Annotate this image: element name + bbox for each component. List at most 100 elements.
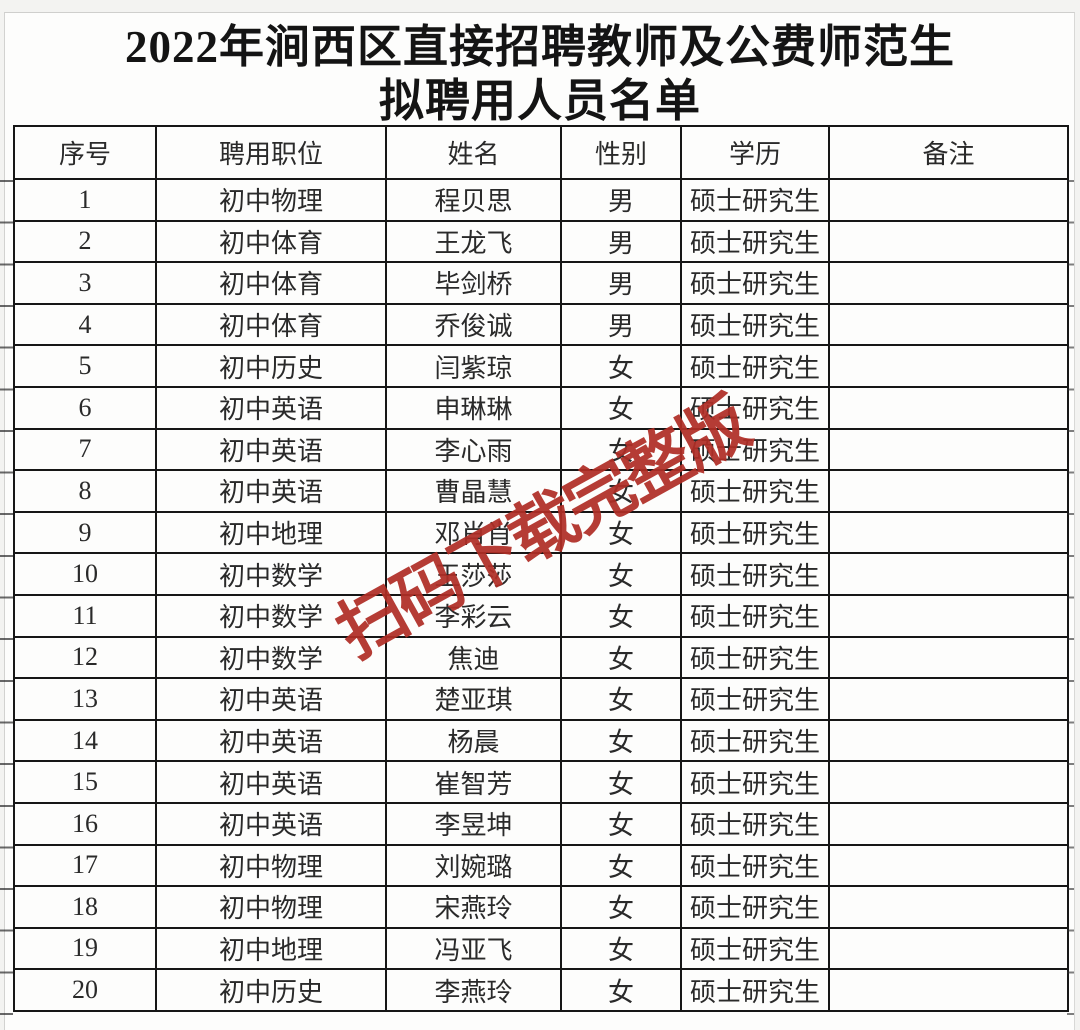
cell-position: 初中历史 xyxy=(155,968,387,1012)
table-row: 15 初中英语 崔智芳 女 硕士研究生 xyxy=(13,760,1069,804)
cell-no: 2 xyxy=(13,219,157,264)
cell-note xyxy=(828,427,1069,472)
cell-gender: 女 xyxy=(560,718,682,763)
table-body: 1 初中物理 程贝思 男 硕士研究生 2 初中体育 王龙飞 男 硕士研究生 3 … xyxy=(13,178,1069,1012)
cell-name: 李燕玲 xyxy=(385,968,562,1012)
cell-no: 12 xyxy=(13,635,157,680)
cell-education: 硕士研究生 xyxy=(680,302,830,347)
cell-education: 硕士研究生 xyxy=(680,843,830,888)
cell-note xyxy=(828,926,1069,971)
roster-table: 序号 聘用职位 姓名 性别 学历 备注 1 初中物理 程贝思 男 硕士研究生 2… xyxy=(13,125,1069,1012)
cell-no: 4 xyxy=(13,302,157,347)
cell-position: 初中英语 xyxy=(155,385,387,430)
cell-position: 初中物理 xyxy=(155,885,387,929)
cell-gender: 女 xyxy=(560,427,682,472)
header-cell-no: 序号 xyxy=(13,125,157,180)
right-border-stubs xyxy=(1067,180,1074,1015)
cell-education: 硕士研究生 xyxy=(680,926,830,971)
header-cell-position: 聘用职位 xyxy=(155,125,387,180)
table-row: 20 初中历史 李燕玲 女 硕士研究生 xyxy=(13,968,1069,1012)
cell-no: 16 xyxy=(13,801,157,846)
cell-note xyxy=(828,344,1069,388)
cell-gender: 女 xyxy=(560,552,682,596)
cell-position: 初中物理 xyxy=(155,178,387,222)
left-border-stubs xyxy=(0,180,13,1015)
cell-note xyxy=(828,760,1069,804)
page-title-line2: 拟聘用人员名单 xyxy=(378,76,701,126)
cell-gender: 女 xyxy=(560,385,682,430)
cell-name: 申琳琳 xyxy=(385,385,562,430)
cell-education: 硕士研究生 xyxy=(680,427,830,472)
cell-name: 焦迪 xyxy=(385,635,562,680)
cell-position: 初中地理 xyxy=(155,926,387,971)
cell-education: 硕士研究生 xyxy=(680,219,830,264)
cell-name: 毕剑桥 xyxy=(385,261,562,305)
cell-education: 硕士研究生 xyxy=(680,469,830,513)
header-cell-education: 学历 xyxy=(680,125,830,180)
cell-education: 硕士研究生 xyxy=(680,178,830,222)
cell-no: 10 xyxy=(13,552,157,596)
cell-name: 宋燕玲 xyxy=(385,885,562,929)
cell-name: 李昱坤 xyxy=(385,801,562,846)
cell-no: 19 xyxy=(13,926,157,971)
cell-no: 9 xyxy=(13,510,157,555)
cell-note xyxy=(828,469,1069,513)
cell-education: 硕士研究生 xyxy=(680,552,830,596)
table-row: 18 初中物理 宋燕玲 女 硕士研究生 xyxy=(13,885,1069,929)
cell-education: 硕士研究生 xyxy=(680,677,830,721)
table-row: 9 初中地理 邓肖肖 女 硕士研究生 xyxy=(13,510,1069,555)
cell-note xyxy=(828,801,1069,846)
table-row: 1 初中物理 程贝思 男 硕士研究生 xyxy=(13,178,1069,222)
cell-no: 13 xyxy=(13,677,157,721)
cell-education: 硕士研究生 xyxy=(680,718,830,763)
cell-gender: 男 xyxy=(560,219,682,264)
cell-education: 硕士研究生 xyxy=(680,510,830,555)
table-row: 4 初中体育 乔俊诚 男 硕士研究生 xyxy=(13,302,1069,347)
cell-note xyxy=(828,635,1069,680)
cell-no: 6 xyxy=(13,385,157,430)
header-row: 序号 聘用职位 姓名 性别 学历 备注 xyxy=(13,125,1069,180)
cell-position: 初中英语 xyxy=(155,801,387,846)
cell-note xyxy=(828,677,1069,721)
header-cell-name: 姓名 xyxy=(385,125,562,180)
cell-name: 邓肖肖 xyxy=(385,510,562,555)
cell-note xyxy=(828,510,1069,555)
cell-no: 17 xyxy=(13,843,157,888)
cell-gender: 女 xyxy=(560,926,682,971)
cell-position: 初中体育 xyxy=(155,261,387,305)
page-title-line1: 2022年涧西区直接招聘教师及公费师范生 xyxy=(124,22,955,72)
cell-no: 8 xyxy=(13,469,157,513)
cell-note xyxy=(828,593,1069,638)
cell-name: 李彩云 xyxy=(385,593,562,638)
cell-no: 1 xyxy=(13,178,157,222)
table-row: 11 初中数学 李彩云 女 硕士研究生 xyxy=(13,593,1069,638)
cell-note xyxy=(828,968,1069,1012)
cell-position: 初中数学 xyxy=(155,635,387,680)
table-row: 3 初中体育 毕剑桥 男 硕士研究生 xyxy=(13,261,1069,305)
cell-position: 初中体育 xyxy=(155,302,387,347)
cell-position: 初中英语 xyxy=(155,760,387,804)
cell-education: 硕士研究生 xyxy=(680,885,830,929)
cell-name: 王龙飞 xyxy=(385,219,562,264)
cell-no: 20 xyxy=(13,968,157,1012)
cell-note xyxy=(828,302,1069,347)
table-row: 6 初中英语 申琳琳 女 硕士研究生 xyxy=(13,385,1069,430)
table-row: 7 初中英语 李心雨 女 硕士研究生 xyxy=(13,427,1069,472)
cell-no: 18 xyxy=(13,885,157,929)
cell-name: 李心雨 xyxy=(385,427,562,472)
cell-education: 硕士研究生 xyxy=(680,635,830,680)
table-row: 13 初中英语 楚亚琪 女 硕士研究生 xyxy=(13,677,1069,721)
cell-education: 硕士研究生 xyxy=(680,344,830,388)
cell-position: 初中历史 xyxy=(155,344,387,388)
cell-no: 14 xyxy=(13,718,157,763)
cell-note xyxy=(828,843,1069,888)
cell-gender: 男 xyxy=(560,261,682,305)
cell-position: 初中物理 xyxy=(155,843,387,888)
cell-gender: 女 xyxy=(560,635,682,680)
table-row: 16 初中英语 李昱坤 女 硕士研究生 xyxy=(13,801,1069,846)
cell-gender: 女 xyxy=(560,843,682,888)
cell-no: 15 xyxy=(13,760,157,804)
cell-position: 初中数学 xyxy=(155,593,387,638)
cell-name: 楚亚琪 xyxy=(385,677,562,721)
cell-gender: 女 xyxy=(560,760,682,804)
